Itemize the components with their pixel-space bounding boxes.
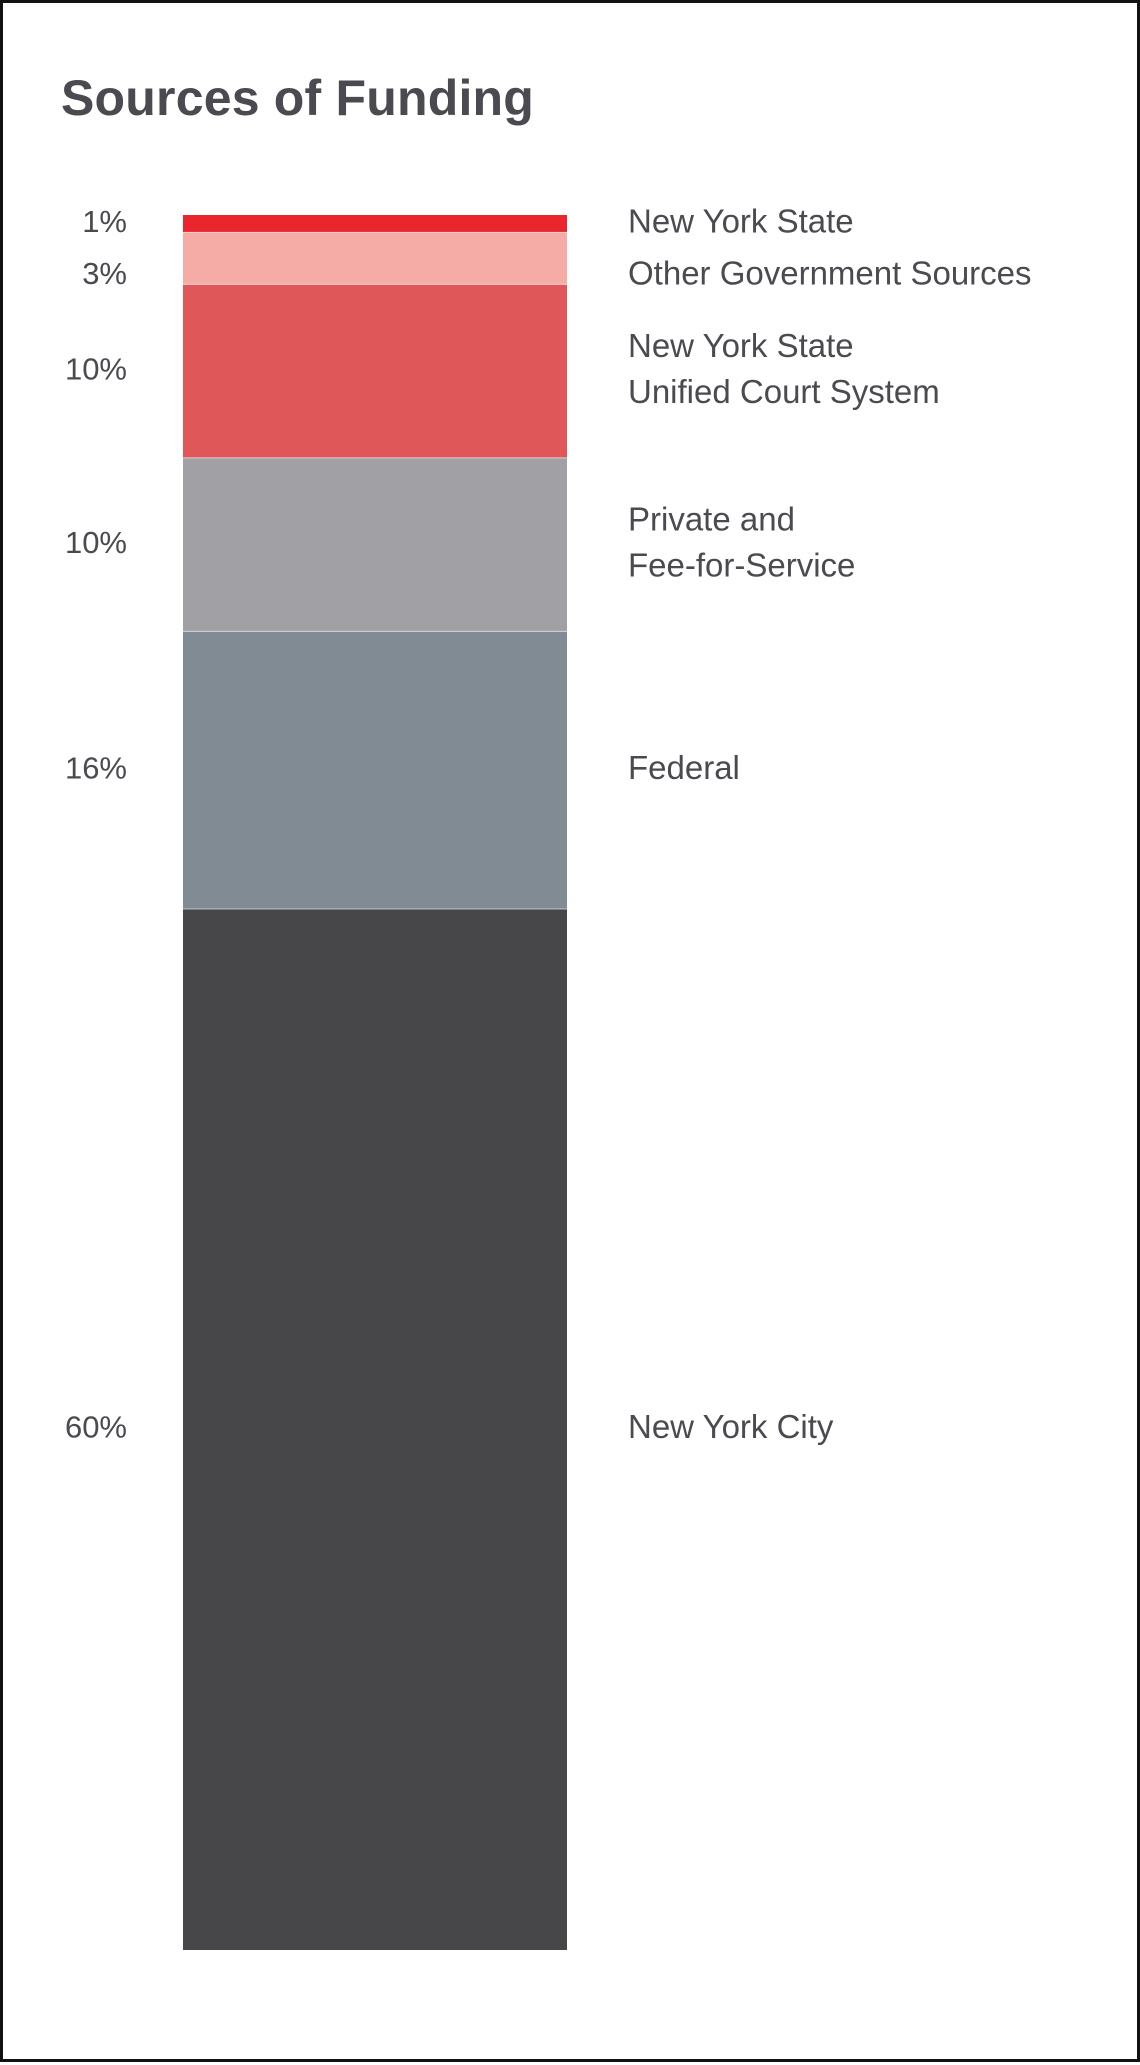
bar-segment-new-york-city (183, 909, 567, 1950)
value-label-new-york-state: 1% (82, 204, 127, 239)
category-label-private-and-fee-for-service: Private and Fee-for-Service (628, 500, 855, 583)
category-label-other-government-sources: Other Government Sources (628, 254, 1032, 291)
category-label-new-york-state-unified-court-system: New York State Unified Court System (628, 327, 940, 410)
value-label-federal: 16% (65, 750, 127, 785)
category-label-new-york-state: New York State (628, 202, 854, 239)
bar-segment-new-york-state-unified-court-system (183, 284, 567, 458)
category-label-line: New York State (628, 202, 854, 239)
category-label-line: Unified Court System (628, 373, 940, 410)
bar-segment-new-york-state (183, 215, 567, 233)
category-label-line: Fee-for-Service (628, 546, 855, 583)
value-label-private-and-fee-for-service: 10% (65, 525, 127, 560)
category-label-line: New York City (628, 1408, 834, 1445)
value-label-new-york-state-unified-court-system: 10% (65, 351, 127, 386)
bar-segment-federal (183, 631, 567, 909)
category-label-federal: Federal (628, 749, 740, 786)
value-label-new-york-city: 60% (65, 1410, 127, 1445)
chart-title: Sources of Funding (61, 70, 535, 126)
category-label-line: Private and (628, 500, 795, 537)
value-label-other-government-sources: 3% (82, 256, 127, 291)
category-label-line: Federal (628, 749, 740, 786)
stacked-bar-chart: 1% New York State 3% Other Government Sourc… (65, 202, 1032, 1950)
category-label-line: New York State (628, 327, 854, 364)
bar-segment-other-government-sources (183, 232, 567, 285)
category-label-new-york-city: New York City (628, 1408, 834, 1445)
bar-segment-private-and-fee-for-service (183, 457, 567, 632)
category-label-line: Other Government Sources (628, 254, 1032, 291)
